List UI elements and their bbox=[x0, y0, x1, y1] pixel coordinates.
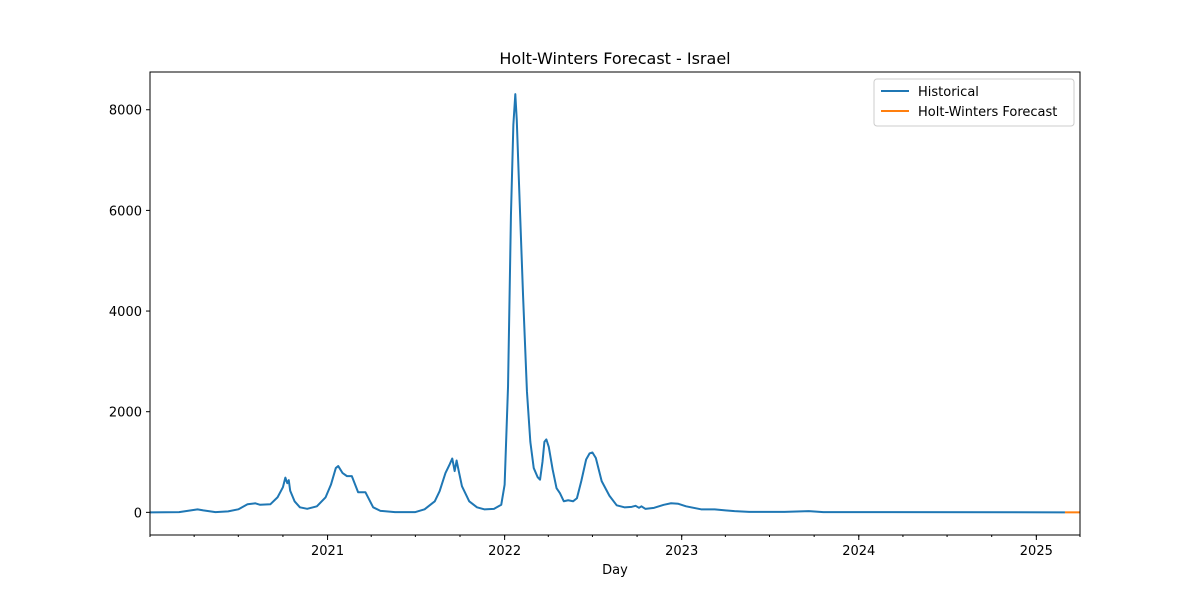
plot-background bbox=[150, 72, 1080, 535]
x-tick-label: 2025 bbox=[1020, 544, 1053, 559]
plot-area bbox=[149, 71, 1081, 536]
y-axis: 0 2000 4000 6000 8000 bbox=[109, 104, 150, 521]
x-tick-label: 2023 bbox=[665, 544, 698, 559]
series-layer bbox=[149, 93, 1080, 514]
y-tick-label: 0 bbox=[134, 506, 142, 521]
plot-frame bbox=[149, 71, 1081, 536]
legend: Historical Holt-Winters Forecast bbox=[873, 78, 1075, 127]
x-axis: 2021 2022 2023 2024 2025 bbox=[149, 535, 1081, 559]
chart-title: Holt-Winters Forecast - Israel bbox=[499, 49, 730, 68]
legend-box bbox=[873, 78, 1075, 127]
y-tick-label: 4000 bbox=[109, 305, 142, 320]
y-tick-label: 2000 bbox=[109, 406, 142, 421]
y-tick-label: 8000 bbox=[109, 104, 142, 119]
x-tick-label: 2022 bbox=[488, 544, 521, 559]
x-axis-label: Day bbox=[602, 563, 628, 578]
legend-label-historical: Historical bbox=[918, 85, 979, 100]
y-tick-label: 6000 bbox=[109, 204, 142, 219]
x-tick-label: 2024 bbox=[842, 544, 875, 559]
x-tick-label: 2021 bbox=[311, 544, 344, 559]
legend-label-forecast: Holt-Winters Forecast bbox=[918, 105, 1057, 120]
series-line-historical bbox=[149, 93, 1065, 514]
